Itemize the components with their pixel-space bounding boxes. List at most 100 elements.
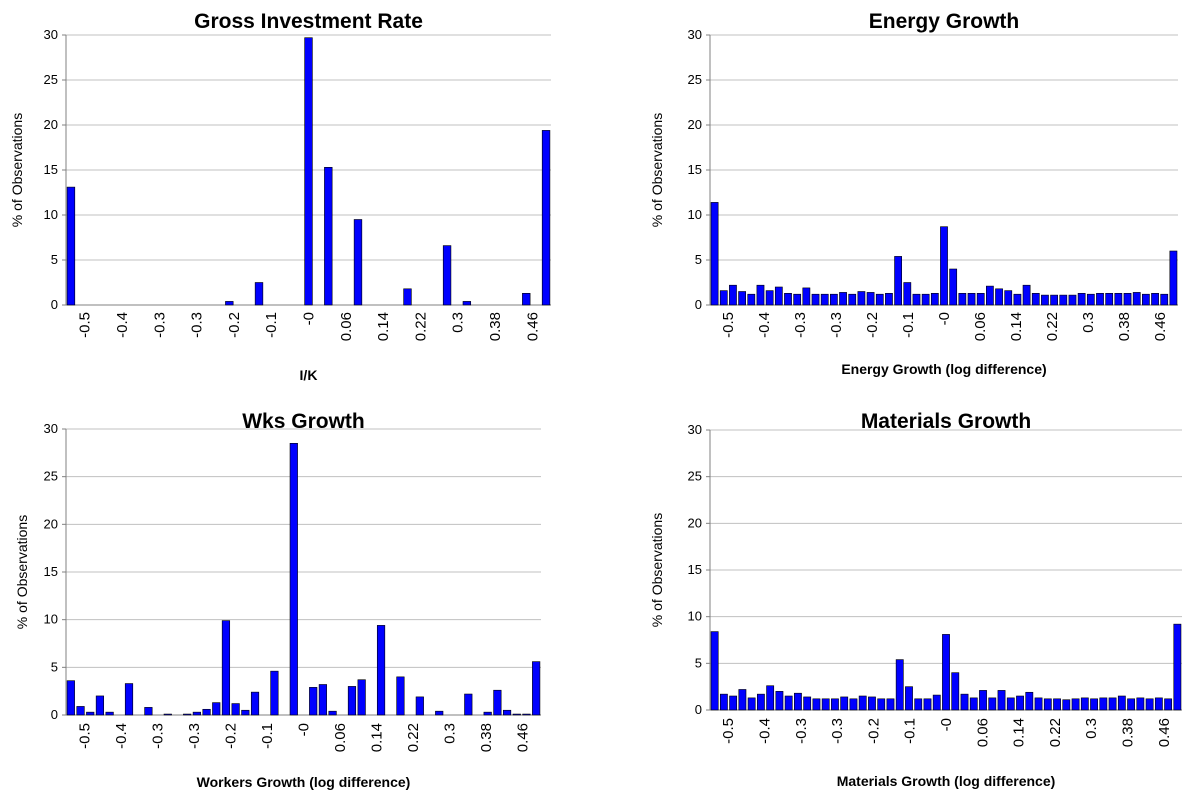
histogram-bar (1164, 698, 1173, 711)
histogram-bar (1059, 294, 1068, 306)
x-tick-label: -0 (936, 312, 953, 325)
histogram-bar (1031, 292, 1040, 306)
x-tick-label: -0.3 (793, 718, 810, 744)
histogram-bar (231, 703, 240, 716)
histogram-bar (1105, 292, 1114, 306)
y-tick-label: 25 (688, 72, 702, 87)
histogram-bar (1043, 698, 1052, 711)
x-tick-label: 0.22 (1047, 718, 1064, 747)
histogram-bar (923, 698, 932, 711)
x-tick-label: 0.06 (332, 723, 349, 752)
histogram-bar (1041, 294, 1049, 306)
histogram-bar (1090, 698, 1098, 711)
histogram-bar (895, 659, 904, 711)
histogram-bar (241, 709, 250, 716)
x-tick-label: 0.22 (405, 723, 422, 752)
histogram-bar (831, 698, 839, 711)
histogram-bar (1096, 292, 1104, 306)
x-tick-label: -0.2 (222, 723, 239, 749)
histogram-bar (894, 256, 902, 306)
x-tick-label: -0.3 (828, 312, 845, 338)
histogram-bar (1099, 697, 1108, 711)
histogram-bar (353, 219, 363, 306)
x-tick-label: -0.4 (756, 312, 773, 338)
histogram-bar (940, 226, 948, 306)
chart-svg: 0 5 10 15 20 25 30 -0.5 -0.4 -0.3 -0.3 -0.2 -0.1 -0 0.… (9, 10, 551, 383)
x-tick-label: -0 (938, 718, 955, 731)
x-tick-label: 0.46 (1152, 312, 1169, 341)
y-tick-label: 5 (695, 655, 702, 670)
histogram-bar (885, 292, 893, 306)
histogram-bar (105, 711, 114, 716)
x-tick-label: -0.2 (865, 718, 882, 744)
histogram-bar (1160, 293, 1169, 306)
chart-wks-growth: 0 5 10 15 20 25 30 -0.5 -0.4 -0.3 -0.3 -0.2 -0.1 -0 0.… (0, 395, 560, 795)
histogram-bar (969, 697, 978, 711)
y-tick-label: 25 (44, 72, 58, 87)
histogram-bar (415, 696, 424, 716)
histogram-bar (1169, 250, 1178, 306)
histogram-bar (719, 693, 728, 711)
x-tick-label: -0.4 (756, 718, 773, 744)
histogram-bar (270, 670, 279, 716)
y-tick-label: 25 (44, 469, 58, 484)
histogram-bar (66, 680, 75, 716)
histogram-bar (866, 292, 875, 306)
x-tick-label: 0.22 (412, 312, 429, 341)
x-tick-label: 0.38 (1120, 718, 1137, 747)
y-tick-label: 20 (44, 117, 58, 132)
x-tick-label: -0.5 (76, 723, 93, 749)
histogram-bar (1154, 697, 1163, 711)
histogram-bar (794, 692, 802, 711)
histogram-bar (1123, 292, 1132, 306)
histogram-bar (1004, 290, 1013, 306)
x-tick-label: 0.3 (450, 312, 467, 333)
histogram-bar (821, 698, 830, 711)
histogram-bar (849, 698, 858, 711)
x-tick-label: 0.14 (369, 723, 386, 752)
histogram-bar (163, 713, 172, 716)
histogram-bar (830, 293, 838, 306)
histogram-bar (357, 679, 366, 716)
y-tick-label: 5 (51, 659, 58, 674)
chart-title: Gross Investment Rate (194, 10, 423, 33)
x-axis-label: Materials Growth (log difference) (837, 773, 1056, 789)
histogram-bar (1050, 294, 1058, 306)
histogram-bar (124, 683, 134, 716)
y-tick-label: 15 (44, 564, 58, 579)
histogram-bar (942, 634, 950, 711)
histogram-bar (812, 698, 821, 711)
histogram-bar (493, 689, 502, 716)
x-tick-label: 0.06 (972, 312, 989, 341)
histogram-bar (868, 696, 876, 711)
histogram-bar (1022, 284, 1031, 306)
histogram-bar (144, 707, 153, 716)
histogram-bar (729, 284, 737, 306)
histogram-bar (905, 686, 913, 711)
histogram-bar (1142, 293, 1150, 306)
histogram-bar (976, 292, 985, 306)
y-tick-label: 20 (688, 117, 702, 132)
chart-svg: 0 5 10 15 20 25 30 -0.5 -0.4 -0.3 -0.3 -0.2 -0.1 -0 0.… (14, 410, 541, 790)
histogram-bar (729, 695, 738, 711)
histogram-bar (719, 290, 728, 306)
x-tick-label: -0.3 (792, 312, 809, 338)
x-tick-label: -0.1 (263, 312, 280, 338)
histogram-bar (921, 293, 930, 306)
histogram-bar (951, 672, 960, 711)
histogram-bar (811, 293, 820, 306)
x-tick-label: 0.14 (1011, 718, 1028, 747)
y-tick-label: 10 (44, 612, 58, 627)
histogram-bar (803, 696, 812, 711)
histogram-bar (875, 293, 884, 306)
y-tick-label: 30 (688, 422, 702, 437)
histogram-bar (289, 442, 298, 716)
histogram-bar (932, 694, 941, 711)
histogram-bar (76, 706, 85, 716)
histogram-bar (225, 301, 234, 306)
histogram-bar (250, 691, 260, 716)
histogram-bar (221, 620, 231, 716)
histogram-bar (914, 698, 923, 711)
histogram-bar (839, 292, 847, 306)
y-tick-label: 15 (688, 562, 702, 577)
